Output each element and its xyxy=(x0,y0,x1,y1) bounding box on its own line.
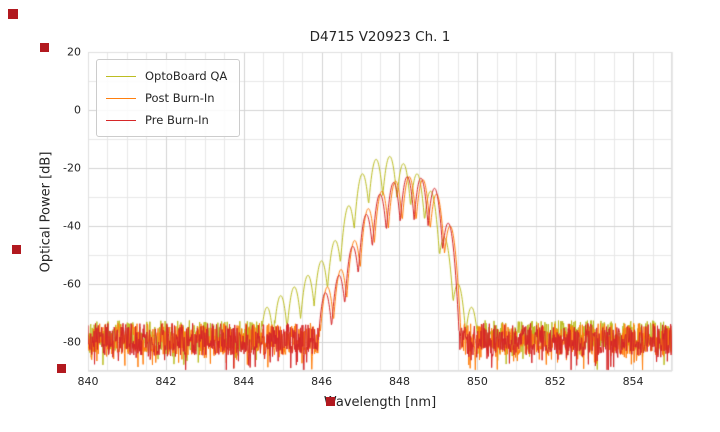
y-tick-label: -60 xyxy=(63,277,81,291)
x-tick-label: 848 xyxy=(388,375,410,388)
legend-line-swatch xyxy=(106,75,136,77)
legend-line-swatch xyxy=(106,119,136,121)
x-tick-label: 840 xyxy=(77,375,99,388)
legend-entry-post-burn-in: Post Burn-In xyxy=(106,87,227,109)
legend-line-swatch xyxy=(106,97,136,99)
red-square-marker xyxy=(8,9,18,19)
y-tick-label: -40 xyxy=(63,219,81,233)
x-tick-label: 844 xyxy=(233,375,255,388)
y-tick-label: -20 xyxy=(63,161,81,175)
chart-title: D4715 V20923 Ch. 1 xyxy=(309,29,451,45)
x-tick-label: 852 xyxy=(544,375,566,388)
y-axis-label: Optical Power [dB] xyxy=(38,151,54,273)
legend-entry-optoboard-qa: OptoBoard QA xyxy=(106,65,227,87)
y-tick-label: 0 xyxy=(74,103,81,117)
legend-label: OptoBoard QA xyxy=(145,69,228,83)
red-square-marker xyxy=(12,245,21,254)
red-square-marker xyxy=(40,43,49,52)
y-tick-label: 20 xyxy=(67,45,81,59)
red-square-marker xyxy=(326,397,335,406)
x-tick-label: 842 xyxy=(155,375,177,388)
legend: OptoBoard QA Post Burn-In Pre Burn-In xyxy=(96,59,241,137)
red-square-marker xyxy=(57,364,66,373)
x-axis-label: Wavelength [nm] xyxy=(323,395,437,410)
y-tick-label: -80 xyxy=(63,335,81,349)
legend-label: Post Burn-In xyxy=(145,91,215,105)
x-tick-label: 854 xyxy=(622,375,644,388)
legend-entry-pre-burn-in: Pre Burn-In xyxy=(106,109,227,131)
x-tick-label: 850 xyxy=(466,375,488,388)
legend-label: Pre Burn-In xyxy=(145,113,209,127)
x-tick-label: 846 xyxy=(311,375,333,388)
